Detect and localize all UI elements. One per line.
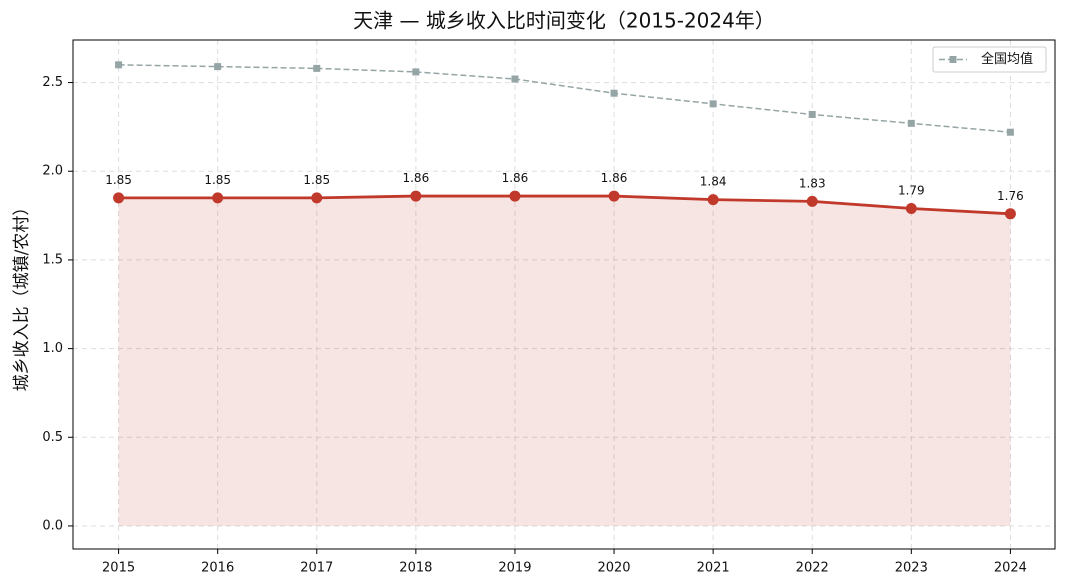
data-label: 1.86: [601, 171, 628, 185]
line: [118, 64, 1011, 133]
x-tick-label: 2022: [796, 561, 829, 576]
marker: [115, 61, 123, 69]
marker: [311, 192, 323, 204]
line: [118, 194, 1011, 216]
y-tick-label: 0.5: [42, 430, 63, 445]
marker: [511, 75, 519, 83]
area: [118, 196, 1011, 526]
data-label: 1.83: [799, 176, 826, 190]
x-tick-label: 2018: [399, 561, 432, 576]
marker: [509, 190, 521, 202]
y-tick-label: 0.0: [42, 518, 63, 533]
marker: [313, 64, 321, 72]
marker: [212, 192, 224, 204]
legend-box: [932, 46, 1047, 73]
data-label: 1.86: [502, 171, 529, 185]
marker: [806, 195, 818, 207]
marker: [1006, 128, 1014, 136]
marker: [113, 192, 125, 204]
x-tick-label: 2017: [300, 561, 333, 576]
marker: [610, 89, 618, 97]
plot-frame: [72, 39, 1056, 550]
y-tick-label: 2.5: [42, 75, 63, 90]
marker: [707, 194, 719, 206]
legend-label: 全国均值: [981, 51, 1033, 67]
data-label: 1.86: [402, 171, 429, 185]
data-label: 1.85: [303, 173, 330, 187]
marker: [709, 100, 717, 108]
marker: [410, 190, 422, 202]
marker: [412, 68, 420, 76]
data-label: 1.85: [105, 173, 132, 187]
chart-title: 天津 — 城乡收入比时间变化（2015-2024年）: [353, 9, 775, 33]
legend-marker: [949, 56, 957, 63]
y-tick-label: 2.0: [42, 164, 63, 179]
x-tick-label: 2020: [597, 561, 630, 576]
data-label: 1.79: [898, 183, 925, 197]
x-tick-label: 2019: [498, 561, 531, 576]
marker: [608, 190, 620, 202]
x-tick-label: 2015: [102, 561, 135, 576]
x-tick-label: 2024: [994, 561, 1027, 576]
marker: [214, 63, 222, 71]
x-tick-label: 2016: [201, 561, 234, 576]
x-tick-label: 2021: [697, 561, 730, 576]
marker: [808, 110, 816, 118]
y-tick-label: 1.5: [42, 252, 63, 267]
data-label: 1.76: [997, 189, 1024, 203]
data-label: 1.84: [700, 175, 727, 189]
data-label: 1.85: [204, 173, 231, 187]
y-tick-label: 1.0: [42, 341, 63, 356]
x-tick-label: 2023: [895, 561, 928, 576]
marker: [1004, 208, 1016, 220]
marker: [907, 119, 915, 127]
y-axis-label: 城乡收入比（城镇/农村）: [12, 199, 32, 392]
marker: [905, 202, 917, 214]
